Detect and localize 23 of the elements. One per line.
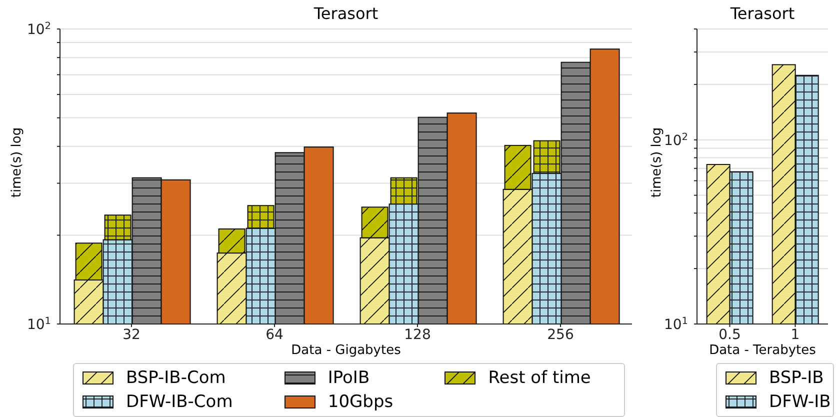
- y-axis-title: time(s) log: [10, 127, 24, 198]
- x-tick-label: 128: [404, 326, 431, 343]
- x-tick-label: 0.5: [718, 326, 741, 343]
- legend-label: BSP-IB-Com: [126, 368, 226, 388]
- chart-title: Terasort: [314, 4, 378, 23]
- y-tick-label: 10$^{1}$: [664, 316, 688, 333]
- y-tick-label: 10$^{2}$: [664, 131, 688, 149]
- x-tick-label: 64: [266, 326, 284, 343]
- legend-label: BSP-IB: [769, 368, 824, 388]
- legend-label: Rest of time: [488, 368, 591, 388]
- x-axis-title: Data - Terabytes: [709, 343, 816, 358]
- chart-title: Terasort: [730, 4, 795, 23]
- legend-label: 10Gbps: [328, 392, 394, 412]
- x-axis-title: Data - Gigabytes: [291, 343, 401, 358]
- y-tick-label: 10$^{2}$: [26, 20, 51, 38]
- x-tick-label: 256: [547, 326, 574, 343]
- legend-label: IPoIB: [328, 368, 370, 388]
- x-tick-label: 1: [790, 326, 800, 343]
- x-tick-label: 32: [122, 326, 140, 343]
- legend-label: DFW-IB: [769, 392, 831, 412]
- legend-label: DFW-IB-Com: [126, 392, 233, 412]
- y-tick-label: 10$^{1}$: [26, 316, 51, 333]
- y-axis-title: time(s) log: [650, 127, 664, 198]
